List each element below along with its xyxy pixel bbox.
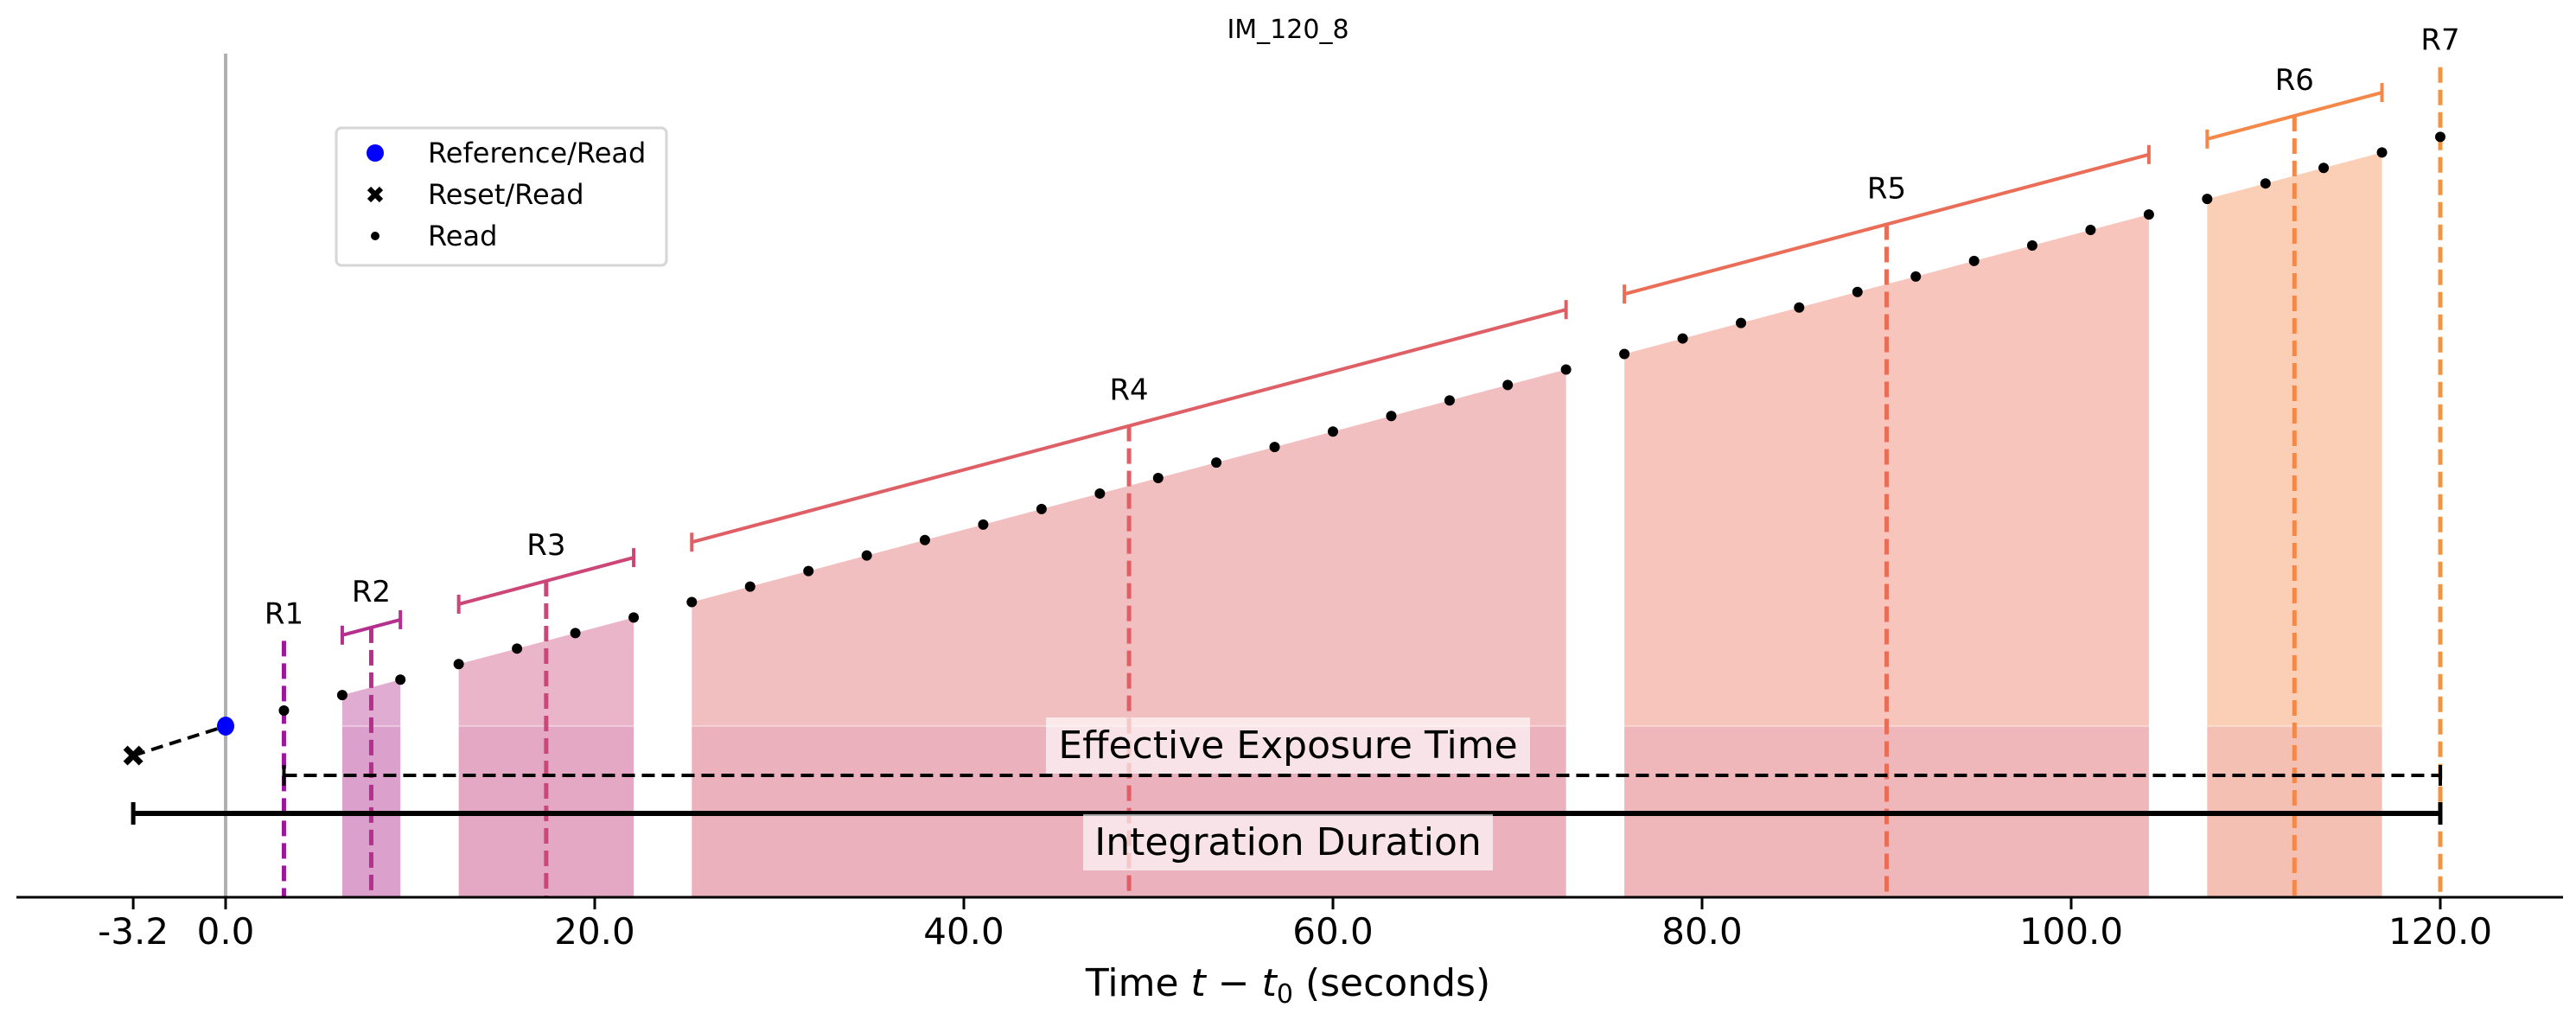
read-point [803,565,814,577]
read-point [978,519,989,530]
read-point [395,674,406,685]
read-point [1211,457,1222,469]
group-label-r5: R5 [1867,172,1906,207]
group-label-r1: R1 [265,596,303,631]
read-point [1502,379,1514,391]
read-point [861,550,872,561]
x-tick-label: 20.0 [554,910,635,953]
group-label-r7: R7 [2420,23,2459,58]
read-point [278,705,290,717]
read-point [2202,194,2213,205]
group-label-r4: R4 [1109,373,1148,408]
group-label-r2: R2 [352,575,391,609]
effective-exposure-label: Effective Exposure Time [1058,724,1517,768]
read-point [1619,348,1630,360]
fill-r5 [1624,214,2149,897]
read-point [1677,333,1688,344]
legend-reset-label: Reset/Read [428,178,584,211]
read-point [2026,239,2037,251]
legend-read-label: Read [428,220,497,252]
x-axis: -3.2 0.0 20.0 40.0 60.0 80.0 100.0 120.0 [16,896,2563,953]
read-point [1852,286,1863,297]
bracket-r2 [341,617,401,637]
x-tick-label: 100.0 [2019,910,2123,953]
chart-title: IM_120_8 [1227,15,1349,45]
legend-reset-marker [367,186,384,203]
x-axis-label-sub: 0 [1277,979,1293,1010]
read-point [512,643,523,654]
x-axis-label-math: t − t [1191,961,1278,1005]
x-tick-label: 120.0 [2388,910,2492,953]
x-axis-label: Time t − t0 (seconds) [1085,961,1490,1010]
read-point [919,534,930,545]
legend-reference-marker [367,144,384,162]
x-tick-label: 60.0 [1292,910,1374,953]
read-point [1269,442,1280,453]
read-point [1386,411,1397,422]
read-point [1152,472,1164,483]
reset-to-reference-line [132,724,226,757]
x-tick-label: 80.0 [1661,910,1743,953]
read-point [2085,225,2096,236]
effective-exposure-label-box [1046,717,1530,774]
read-point [336,690,348,701]
group-label-r3: R3 [526,528,565,563]
legend: Reference/Read Reset/Read Read [335,126,668,267]
read-point [2143,209,2154,220]
read-point [1794,302,1805,313]
legend-reference-label: Reference/Read [428,137,646,169]
read-point [453,659,464,670]
read-point [2260,178,2271,189]
x-tick-label: 40.0 [923,910,1004,953]
bracket-r6 [2206,91,2383,141]
read-point [2318,163,2330,174]
legend-box [335,126,668,267]
read-point [1968,255,1980,266]
read-point [1328,426,1338,437]
read-point [1444,395,1455,406]
integration-duration-label-box [1083,814,1493,870]
read-point [744,581,756,592]
group-marks: R1 R2 R3 R4 R5 R6 R7 [123,23,2460,897]
read-point [1560,364,1572,375]
reset-x-stroke [123,745,143,766]
duration-annotations: Effective Exposure Time Integration Durat… [131,717,2443,870]
integration-duration-label: Integration Duration [1094,820,1482,864]
group-label-r6: R6 [2275,63,2314,98]
x-tick-label: 0.0 [197,910,255,953]
read-point [1094,488,1106,499]
reference-point [217,717,234,736]
x-axis-label-suffix: (seconds) [1293,961,1490,1005]
reset-point [123,745,143,766]
read-point [570,628,581,639]
read-point [2376,147,2388,158]
bracket-r3 [458,556,634,606]
read-point [2435,131,2445,143]
read-point [1910,271,1922,282]
read-point [1736,317,1747,328]
read-point [686,596,698,608]
x-tick-label: -3.2 [98,910,169,953]
legend-read-marker [371,232,379,240]
read-point [1036,503,1047,514]
read-point [628,612,640,623]
fill-r3 [458,617,634,897]
x-axis-label-prefix: Time [1085,961,1191,1005]
